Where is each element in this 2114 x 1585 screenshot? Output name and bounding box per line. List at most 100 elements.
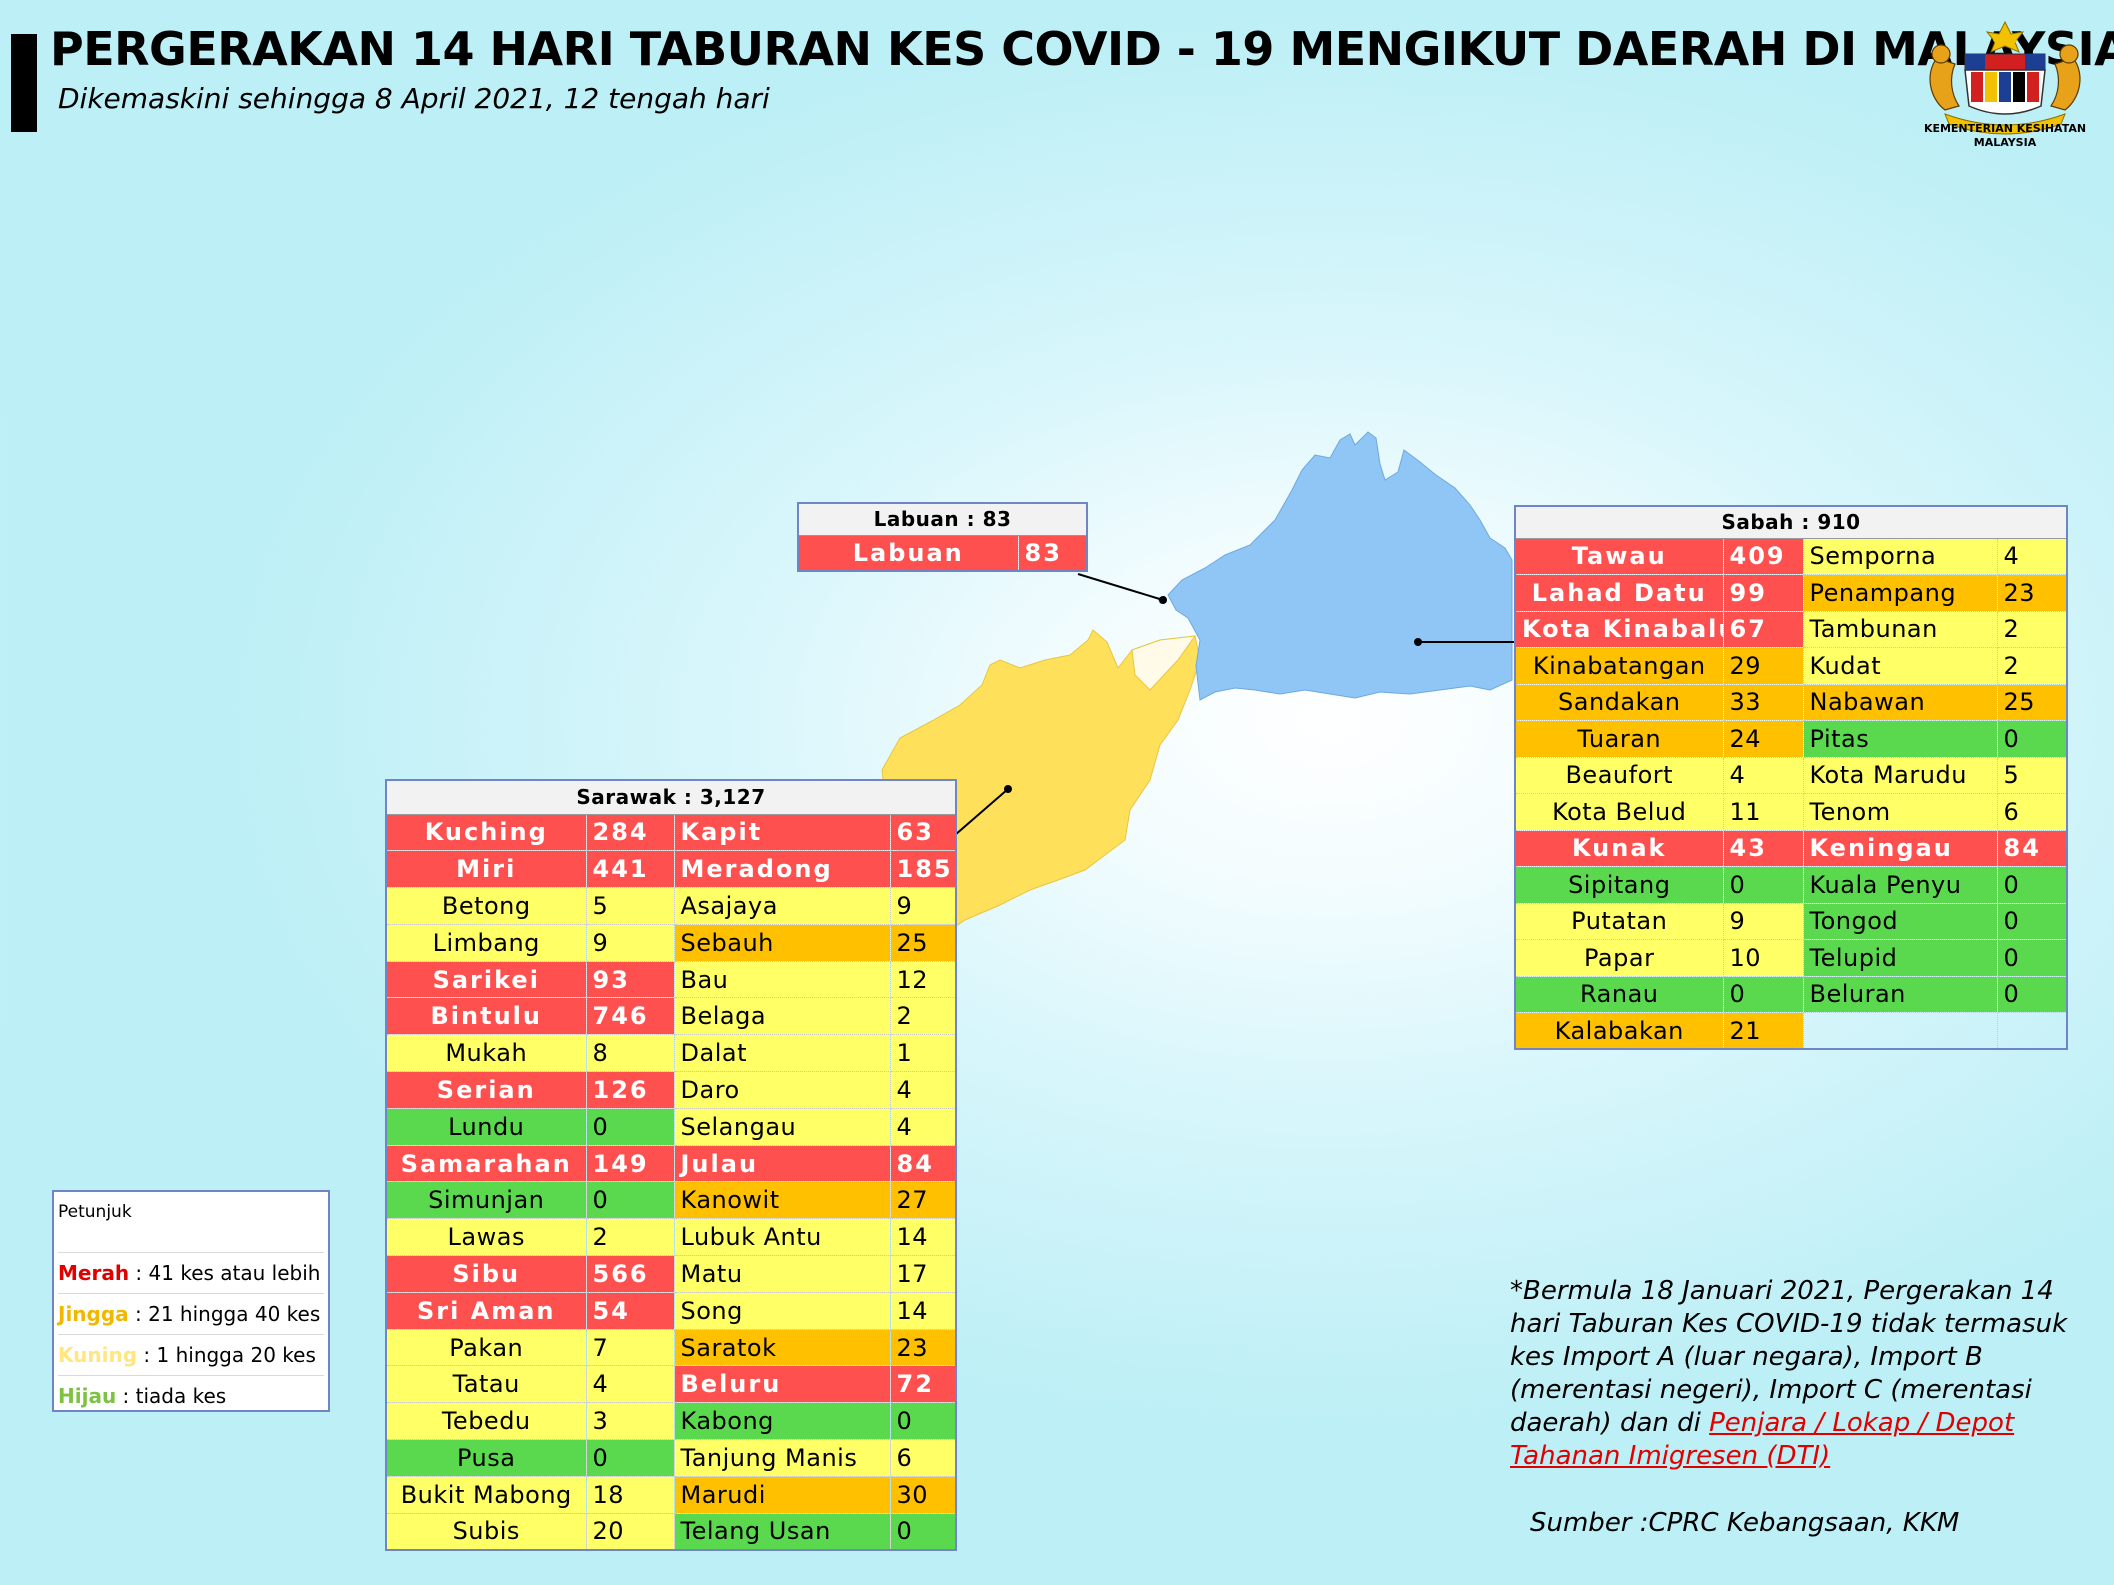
sarawak-asajaya-case-count: 9 [890, 887, 957, 925]
source-credit: Sumber :CPRC Kebangsaan, KKM [1530, 1508, 1960, 1538]
sarawak-bintulu-district-name: Bintulu [386, 997, 587, 1036]
sabah-tenom-district-name: Tenom [1803, 793, 1998, 831]
sabah-papar-case-count: 10 [1723, 939, 1804, 977]
sarawak-table-row: Pusa 0 Tanjung Manis 6 [386, 1439, 957, 1477]
sabah-kunak-case-count: 43 [1723, 830, 1804, 867]
sarawak-bau-district-name: Bau [674, 961, 891, 999]
sarawak-julau-case-count: 84 [890, 1145, 957, 1183]
sabah-lahad-datu-case-count: 99 [1723, 574, 1804, 612]
legend-text-jingga: : 21 hingga 40 kes [128, 1302, 321, 1326]
sabah-tambunan-case-count: 2 [1997, 611, 2068, 648]
sarawak-song-district-name: Song [674, 1292, 891, 1330]
sabah-semporna-district-name: Semporna [1803, 538, 1998, 575]
sabah-tenom-case-count: 6 [1997, 793, 2068, 831]
sarawak-daro-case-count: 4 [890, 1071, 957, 1109]
sarawak-table-row: Samarahan 149 Julau 84 [386, 1145, 957, 1183]
sabah-tuaran-district-name: Tuaran [1515, 720, 1724, 758]
sarawak-telang-usan-district-name: Telang Usan [674, 1513, 891, 1551]
sabah-marker [1414, 638, 1422, 646]
sabah-papar-district-name: Papar [1515, 939, 1724, 977]
sarawak-serian-case-count: 126 [586, 1071, 675, 1109]
sarawak-kanowit-district-name: Kanowit [674, 1181, 891, 1220]
sabah-beaufort-case-count: 4 [1723, 757, 1804, 794]
sabah-table: Sabah : 910 Tawau 409 Semporna 4 Lahad Datu 9… [1514, 505, 2068, 1050]
sarawak-kabong-case-count: 0 [890, 1402, 957, 1441]
sarawak-table-header: Sarawak : 3,127 [386, 780, 957, 815]
sabah-table-row: Tawau 409 Semporna 4 [1515, 538, 2068, 575]
sarawak-table-row: Betong 5 Asajaya 9 [386, 887, 957, 925]
sabah-kota-kinabalu-district-name: Kota Kinabalu [1515, 611, 1724, 648]
sabah-table-body: Tawau 409 Semporna 4 Lahad Datu 99 Penampang 23… [1515, 538, 2068, 1050]
sabah-table-row: Putatan 9 Tongod 0 [1515, 903, 2068, 940]
sabah-kota-belud-district-name: Kota Belud [1515, 793, 1724, 831]
sarawak-table-row: Bukit Mabong 18 Marudi 30 [386, 1476, 957, 1514]
sabah-region [1167, 431, 1513, 701]
sarawak-sri-aman-district-name: Sri Aman [386, 1292, 587, 1330]
sarawak-selangau-district-name: Selangau [674, 1108, 891, 1146]
sabah-kunak-district-name: Kunak [1515, 830, 1724, 867]
sarawak-beluru-district-name: Beluru [674, 1365, 891, 1404]
sabah-kinabatangan-district-name: Kinabatangan [1515, 647, 1724, 685]
sarawak-table-row: Limbang 9 Sebauh 25 [386, 924, 957, 962]
labuan-labuan-case-count: 83 [1018, 535, 1088, 572]
sarawak-marker [1004, 785, 1012, 793]
sarawak-lundu-district-name: Lundu [386, 1108, 587, 1146]
sabah-beaufort-district-name: Beaufort [1515, 757, 1724, 794]
sarawak-sarikei-district-name: Sarikei [386, 961, 587, 999]
sarawak-table-row: Subis 20 Telang Usan 0 [386, 1513, 957, 1551]
legend-text-hijau: : tiada kes [116, 1384, 227, 1408]
sarawak-telang-usan-case-count: 0 [890, 1513, 957, 1551]
labuan-table-row: Labuan 83 [798, 535, 1088, 572]
sarawak-pusa-district-name: Pusa [386, 1439, 587, 1477]
sarawak-table-row: Sarikei 93 Bau 12 [386, 961, 957, 999]
legend-key-jingga: Jingga [58, 1302, 129, 1326]
sabah-telupid-case-count: 0 [1997, 939, 2068, 977]
sabah-empty-case-count [1997, 1012, 2068, 1050]
legend-title: Petunjuk [58, 1202, 132, 1222]
sabah-table-row: Papar 10 Telupid 0 [1515, 939, 2068, 977]
sarawak-betong-case-count: 5 [586, 887, 675, 925]
sarawak-table-row: Lundu 0 Selangau 4 [386, 1108, 957, 1146]
sarawak-tebedu-case-count: 3 [586, 1402, 675, 1441]
sarawak-table-row: Simunjan 0 Kanowit 27 [386, 1181, 957, 1220]
sarawak-betong-district-name: Betong [386, 887, 587, 925]
sabah-empty-district-name [1803, 1012, 1998, 1050]
labuan-table: Labuan : 83 Labuan 83 [797, 502, 1089, 572]
sarawak-sebauh-case-count: 25 [890, 924, 957, 962]
sarawak-leader-line [954, 788, 1009, 836]
sarawak-kapit-district-name: Kapit [674, 814, 891, 852]
legend-item-kuning: Kuning : 1 hingga 20 kes [58, 1334, 324, 1373]
sabah-putatan-case-count: 9 [1723, 903, 1804, 940]
sabah-telupid-district-name: Telupid [1803, 939, 1998, 977]
sarawak-sibu-district-name: Sibu [386, 1255, 587, 1293]
sarawak-table-row: Lawas 2 Lubuk Antu 14 [386, 1218, 957, 1257]
sarawak-miri-district-name: Miri [386, 850, 587, 889]
sarawak-tebedu-district-name: Tebedu [386, 1402, 587, 1441]
footnote-link[interactable]: Penjara / Lokap / Depot Tahanan Imigrese… [1510, 1408, 2015, 1471]
page-subtitle: Dikemaskini sehingga 8 April 2021, 12 te… [58, 82, 770, 115]
sarawak-serian-district-name: Serian [386, 1071, 587, 1109]
sarawak-matu-case-count: 17 [890, 1255, 957, 1293]
sabah-tambunan-district-name: Tambunan [1803, 611, 1998, 648]
labuan-table-header: Labuan : 83 [798, 503, 1088, 536]
sarawak-kuching-district-name: Kuching [386, 814, 587, 852]
brunei-gap [1131, 635, 1197, 691]
sarawak-subis-district-name: Subis [386, 1513, 587, 1551]
sarawak-table-row: Pakan 7 Saratok 23 [386, 1329, 957, 1367]
sarawak-subis-case-count: 20 [586, 1513, 675, 1551]
sarawak-bintulu-case-count: 746 [586, 997, 675, 1036]
sabah-kuala-penyu-district-name: Kuala Penyu [1803, 866, 1998, 904]
labuan-labuan-district-name: Labuan [798, 535, 1019, 572]
sabah-nabawan-district-name: Nabawan [1803, 684, 1998, 721]
sabah-tawau-case-count: 409 [1723, 538, 1804, 575]
sarawak-belaga-case-count: 2 [890, 997, 957, 1036]
sarawak-marudi-case-count: 30 [890, 1476, 957, 1514]
sarawak-simunjan-case-count: 0 [586, 1181, 675, 1220]
sabah-table-row: Lahad Datu 99 Penampang 23 [1515, 574, 2068, 612]
page-title: PERGERAKAN 14 HARI TABURAN KES COVID - 1… [50, 22, 2114, 76]
sarawak-pakan-district-name: Pakan [386, 1329, 587, 1367]
sarawak-bukit-mabong-district-name: Bukit Mabong [386, 1476, 587, 1514]
sarawak-bau-case-count: 12 [890, 961, 957, 999]
sabah-ranau-case-count: 0 [1723, 976, 1804, 1013]
sarawak-miri-case-count: 441 [586, 850, 675, 889]
